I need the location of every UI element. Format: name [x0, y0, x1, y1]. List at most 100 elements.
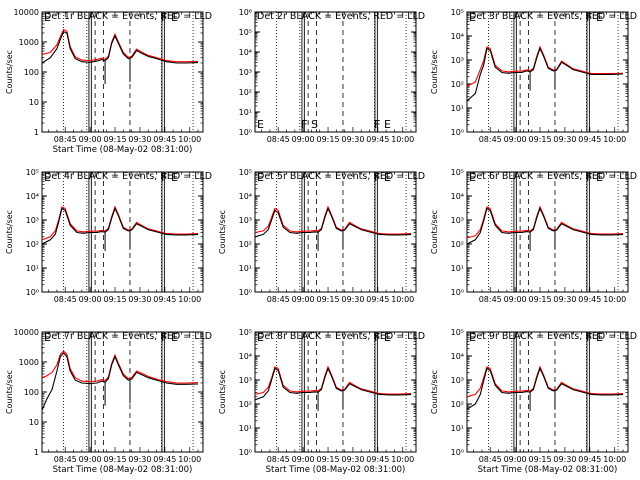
y-tick-label: 10⁵	[26, 168, 39, 177]
y-tick-label: 10⁴	[451, 192, 464, 201]
y-tick-label: 10⁵	[239, 28, 252, 37]
marker-label-fe: F E	[586, 171, 603, 184]
plot-frame	[466, 11, 629, 133]
x-tick-label: 09:15	[528, 135, 551, 144]
marker-label-fe: F E	[586, 331, 603, 344]
x-tick-label: 09:00	[292, 135, 315, 144]
y-tick-label: 1000	[19, 358, 39, 367]
panel-det-4r: Det 4r BLACK = Events, RED = LLD 10⁰ 10¹ 10…	[5, 168, 212, 304]
y-tick-label: 10⁵	[451, 8, 464, 17]
y-tick-label: 10³	[451, 216, 464, 225]
x-tick-label: 10:00	[391, 295, 414, 304]
x-tick-label: 09:45	[366, 455, 389, 464]
y-tick-label: 10³	[451, 376, 464, 385]
x-tick-label: 10:00	[603, 455, 626, 464]
x-tick-label: 09:00	[504, 295, 527, 304]
y-tick-label: 10⁶	[239, 8, 252, 17]
marker-label-e: E	[44, 11, 51, 24]
y-tick-label: 10²	[26, 240, 39, 249]
x-tick-label: 09:15	[316, 455, 339, 464]
x-tick-label: 08:45	[267, 295, 290, 304]
y-tick-label: 10²	[451, 240, 464, 249]
x-tick-label: 10:00	[603, 135, 626, 144]
y-axis-label: Counts/sec	[218, 370, 227, 414]
series-line-red	[42, 350, 199, 384]
panel-title: Det 6r BLACK = Events, RED = LLD	[469, 171, 637, 182]
marker-label-e: E	[44, 171, 51, 184]
plot-frame	[466, 331, 629, 453]
marker-label-fe: F E	[161, 331, 178, 344]
y-tick-label: 1000	[19, 38, 39, 47]
marker-label-e: E	[469, 331, 476, 344]
marker-label-fs: F S	[301, 118, 318, 131]
marker-label-fe: F E	[161, 171, 178, 184]
y-axis-label: Counts/sec	[430, 370, 439, 414]
series-line-black	[42, 352, 199, 411]
marker-label-fe: F E	[374, 171, 391, 184]
y-tick-label: 10²	[239, 240, 252, 249]
y-tick-label: 10⁴	[239, 192, 252, 201]
x-tick-label: 09:15	[103, 295, 126, 304]
y-tick-label: 10³	[239, 216, 252, 225]
y-tick-label: 10³	[239, 68, 252, 77]
panel-title: Det 2r BLACK = Events, RED = LLD	[257, 11, 425, 22]
x-tick-label: 10:00	[391, 455, 414, 464]
x-tick-label: 09:45	[153, 135, 176, 144]
x-tick-label: 09:00	[292, 455, 315, 464]
x-tick-label: 08:45	[479, 135, 502, 144]
y-tick-label: 10²	[239, 400, 252, 409]
x-tick-label: 09:00	[79, 295, 102, 304]
x-tick-label: 09:15	[103, 135, 126, 144]
x-tick-label: 09:30	[128, 455, 151, 464]
marker-label-fe: F E	[374, 331, 391, 344]
y-tick-label: 10¹	[451, 264, 464, 273]
x-axis-label: Start Time (08-May-02 08:31:00)	[478, 465, 618, 475]
panel-title: Det 5r BLACK = Events, RED = LLD	[257, 171, 425, 182]
panel-det-3r: Det 3r BLACK = Events, RED = LLD 10⁰ 10¹ 10…	[430, 8, 637, 144]
y-tick-label: 10³	[451, 56, 464, 65]
x-tick-label: 09:30	[553, 455, 576, 464]
y-tick-label: 10⁴	[451, 32, 464, 41]
x-tick-label: 08:45	[479, 455, 502, 464]
marker-label-e: E	[257, 331, 264, 344]
series-line-black	[467, 47, 624, 102]
panel-det-7r: Det 7r BLACK = Events, RED = LLD 1 10 100 10…	[5, 328, 212, 475]
x-tick-label: 09:45	[578, 295, 601, 304]
marker-label-fe: F E	[374, 118, 391, 131]
marker-label-e: E	[469, 171, 476, 184]
y-tick-label: 10¹	[239, 264, 252, 273]
panel-det-9r: Det 9r BLACK = Events, RED = LLD 10⁰ 10¹ 10…	[430, 328, 637, 475]
x-tick-label: 09:15	[528, 455, 551, 464]
y-tick-label: 10¹	[239, 424, 252, 433]
y-tick-label: 100	[24, 388, 39, 397]
panel-title: Det 3r BLACK = Events, RED = LLD	[469, 11, 637, 22]
plot-frame	[254, 171, 417, 293]
x-axis-label: Start Time (08-May-02 08:31:00)	[266, 465, 406, 475]
y-axis-label: Counts/sec	[5, 210, 14, 254]
y-axis-label: Counts/sec	[5, 370, 14, 414]
y-tick-label: 10⁰	[451, 288, 464, 297]
x-tick-label: 09:15	[528, 295, 551, 304]
x-tick-label: 08:45	[479, 295, 502, 304]
x-tick-label: 09:00	[79, 135, 102, 144]
x-tick-label: 08:45	[54, 455, 77, 464]
y-tick-label: 10²	[239, 88, 252, 97]
x-tick-label: 09:45	[578, 455, 601, 464]
x-tick-label: 10:00	[178, 135, 201, 144]
y-tick-label: 10	[29, 98, 39, 107]
y-tick-label: 1	[34, 448, 39, 457]
x-tick-label: 09:30	[553, 295, 576, 304]
x-tick-label: 08:45	[267, 135, 290, 144]
x-axis-label: Start Time (08-May-02 08:31:00)	[53, 465, 193, 475]
x-tick-label: 09:30	[341, 135, 364, 144]
series-line-black	[255, 207, 412, 238]
x-tick-label: 09:00	[504, 455, 527, 464]
x-tick-label: 10:00	[391, 135, 414, 144]
panel-title: Det 8r BLACK = Events, RED = LLD	[257, 331, 425, 342]
y-tick-label: 10²	[451, 400, 464, 409]
y-axis-label: Counts/sec	[5, 50, 14, 94]
x-tick-label: 09:30	[128, 135, 151, 144]
y-axis-label: Counts/sec	[430, 210, 439, 254]
y-tick-label: 10⁵	[451, 328, 464, 337]
